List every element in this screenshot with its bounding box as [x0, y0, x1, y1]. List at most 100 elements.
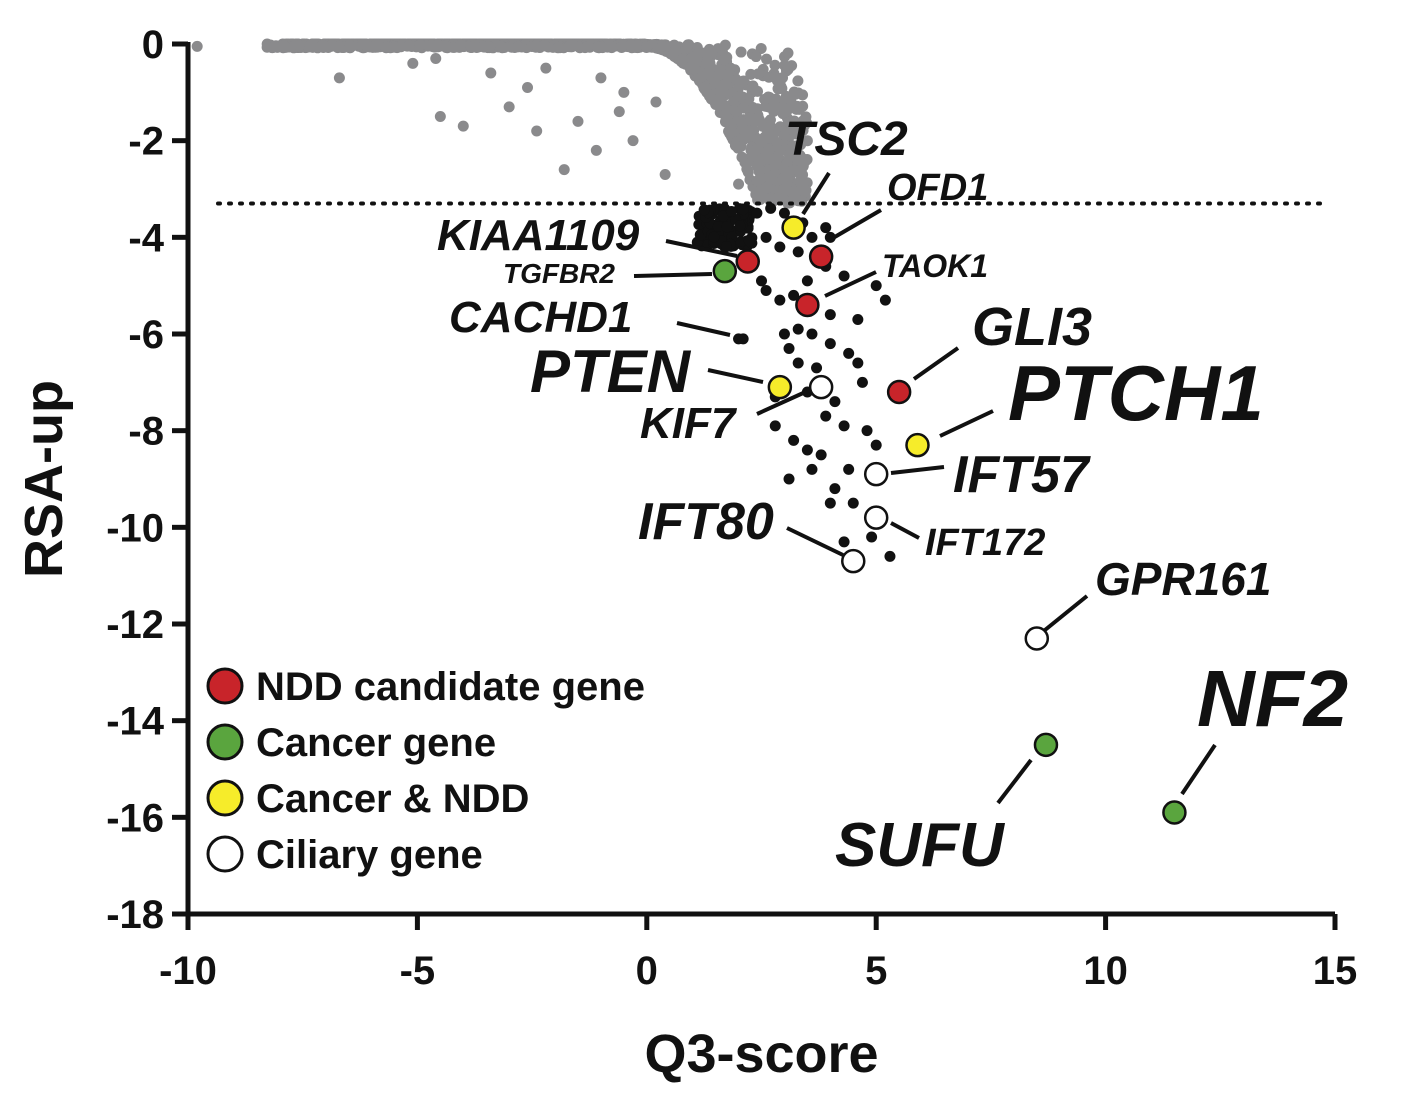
- hit-point: [743, 235, 755, 247]
- background-point: [512, 41, 524, 53]
- background-point: [316, 40, 328, 52]
- hit-point: [820, 410, 832, 422]
- background-point: [695, 71, 707, 83]
- background-point: [788, 193, 800, 205]
- background-point: [740, 131, 752, 143]
- hit-point: [824, 338, 836, 350]
- background-point: [782, 62, 794, 74]
- background-point: [718, 54, 730, 66]
- hit-point: [769, 420, 781, 432]
- background-point: [496, 41, 508, 53]
- background-point: [755, 43, 767, 55]
- gene-point: [808, 244, 834, 269]
- background-point: [764, 193, 776, 205]
- hit-point: [788, 434, 800, 446]
- y-tick-label: -4: [128, 216, 164, 260]
- gene-point: [795, 292, 820, 318]
- hit-point: [820, 222, 832, 234]
- gene-label: SUFU: [835, 811, 1006, 880]
- background-point: [389, 41, 401, 53]
- background-point: [776, 83, 788, 95]
- gene-label: PTCH1: [1008, 349, 1264, 437]
- legend-marker: [206, 779, 244, 817]
- background-point: [434, 111, 446, 122]
- hit-point: [756, 275, 767, 287]
- gene-label: GLI3: [972, 297, 1092, 357]
- callout-line: [801, 171, 831, 216]
- background-point: [734, 90, 746, 102]
- background-point: [333, 72, 345, 84]
- background-point: [650, 96, 662, 108]
- background-point: [531, 125, 543, 137]
- background-point: [414, 39, 426, 51]
- background-point: [800, 184, 812, 196]
- background-point: [583, 40, 595, 52]
- hit-point: [783, 343, 795, 354]
- background-point: [682, 39, 694, 51]
- background-point: [761, 182, 773, 194]
- background-point: [765, 173, 777, 185]
- background-point: [333, 40, 345, 52]
- background-point: [540, 62, 552, 74]
- background-point: [558, 164, 570, 176]
- hit-point: [852, 357, 864, 369]
- hit-point: [801, 275, 813, 287]
- background-point: [755, 172, 767, 184]
- background-point: [595, 72, 607, 84]
- callout-line: [633, 272, 713, 278]
- background-point: [704, 89, 716, 101]
- gene-point: [886, 379, 912, 405]
- hit-point: [870, 280, 882, 292]
- gene-label: IFT57: [953, 446, 1091, 504]
- hit-point: [693, 218, 705, 230]
- background-point: [792, 75, 804, 87]
- hit-point: [778, 328, 790, 340]
- background-point: [744, 112, 756, 124]
- x-axis-ticks: -10 -5 0 5 10 15: [159, 914, 1357, 993]
- background-point: [750, 144, 762, 156]
- background-point: [465, 41, 477, 53]
- gene-label: GPR161: [1095, 553, 1271, 605]
- background-point: [613, 106, 625, 118]
- background-point: [677, 53, 689, 65]
- background-point: [795, 137, 807, 149]
- background-point: [380, 41, 392, 53]
- background-point: [737, 75, 749, 87]
- background-point: [757, 120, 769, 132]
- background-point: [742, 166, 754, 178]
- background-point: [729, 140, 741, 152]
- background-point: [538, 40, 550, 52]
- gene-label: KIAA1109: [437, 211, 640, 260]
- hit-point: [792, 357, 804, 369]
- gene-point: [1024, 626, 1050, 651]
- hit-point: [725, 205, 737, 217]
- gene-point: [735, 249, 760, 274]
- background-point: [771, 136, 783, 148]
- y-tick-label: -12: [106, 603, 164, 647]
- gene-point: [1162, 800, 1187, 825]
- hit-points: [691, 202, 896, 562]
- callout-line: [707, 368, 764, 384]
- gene-point: [781, 215, 806, 240]
- background-point: [761, 53, 773, 65]
- background-point: [763, 71, 775, 83]
- y-tick-label: -2: [128, 120, 164, 164]
- background-point: [797, 161, 809, 173]
- hit-point: [765, 202, 777, 214]
- hit-point: [811, 362, 823, 374]
- background-point: [455, 39, 467, 51]
- callout-line: [890, 465, 945, 475]
- background-point: [191, 40, 203, 52]
- hit-point: [806, 463, 818, 475]
- hit-point: [721, 241, 733, 253]
- background-point: [789, 88, 801, 100]
- background-point: [782, 47, 794, 59]
- hit-point: [861, 425, 873, 437]
- background-point: [722, 68, 734, 80]
- background-point: [799, 119, 811, 131]
- hit-point: [852, 314, 864, 325]
- callout-line: [824, 270, 877, 298]
- x-tick-label: 5: [865, 949, 887, 993]
- callout-line: [831, 208, 883, 240]
- background-point: [783, 116, 795, 128]
